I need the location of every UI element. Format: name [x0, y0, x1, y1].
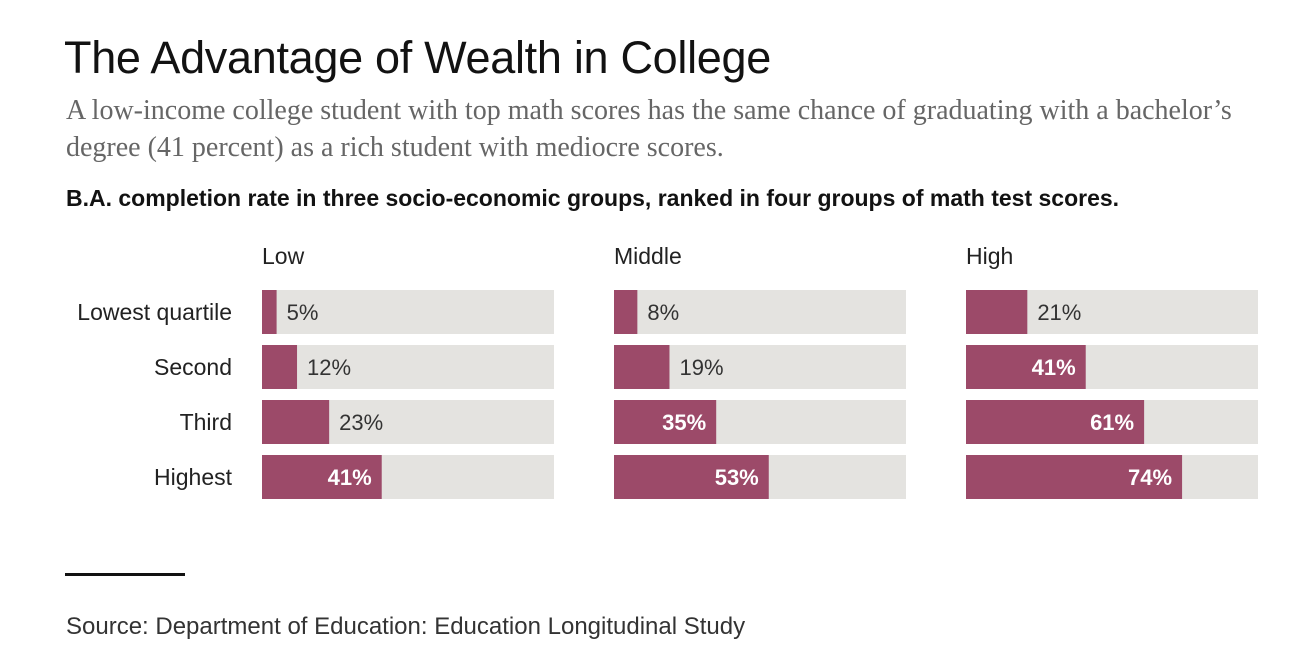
data-label: 53% — [715, 465, 759, 490]
row-label: Lowest quartile — [77, 299, 232, 325]
bar-track — [614, 290, 906, 334]
bar — [614, 455, 769, 499]
panel-header: High — [966, 243, 1013, 269]
row-label: Highest — [154, 464, 233, 490]
bar-chart: Lowest quartile Second Third Highest Low 5% 12… — [77, 243, 1258, 499]
bar — [614, 290, 638, 334]
bar — [262, 345, 298, 389]
page-title: The Advantage of Wealth in College — [64, 32, 771, 83]
bar — [262, 400, 330, 444]
data-label: 61% — [1090, 410, 1134, 435]
row-label: Third — [180, 409, 232, 435]
bar — [262, 290, 277, 334]
data-label: 5% — [287, 300, 319, 325]
data-label: 23% — [339, 410, 383, 435]
panel-header: Low — [262, 243, 305, 269]
subtitle: A low-income college student with top ma… — [66, 95, 1232, 163]
data-label: 74% — [1128, 465, 1172, 490]
data-label: 21% — [1037, 300, 1081, 325]
bar — [262, 455, 382, 499]
data-label: 41% — [1032, 355, 1076, 380]
data-label: 19% — [679, 355, 723, 380]
data-label: 41% — [328, 465, 372, 490]
bar-track — [262, 290, 554, 334]
chart-heading: B.A. completion rate in three socio-econ… — [66, 185, 1120, 211]
bar — [966, 345, 1086, 389]
source-note: Source: Department of Education: Educati… — [66, 613, 746, 640]
bar-track — [262, 345, 554, 389]
data-label: 35% — [662, 410, 706, 435]
data-label: 8% — [647, 300, 679, 325]
bar — [966, 400, 1145, 444]
divider-rule — [65, 573, 185, 576]
row-label: Second — [154, 354, 232, 380]
bar — [614, 345, 670, 389]
bar — [966, 455, 1183, 499]
panel-header: Middle — [614, 243, 682, 269]
bar — [966, 290, 1028, 334]
bar — [614, 400, 717, 444]
data-label: 12% — [307, 355, 351, 380]
